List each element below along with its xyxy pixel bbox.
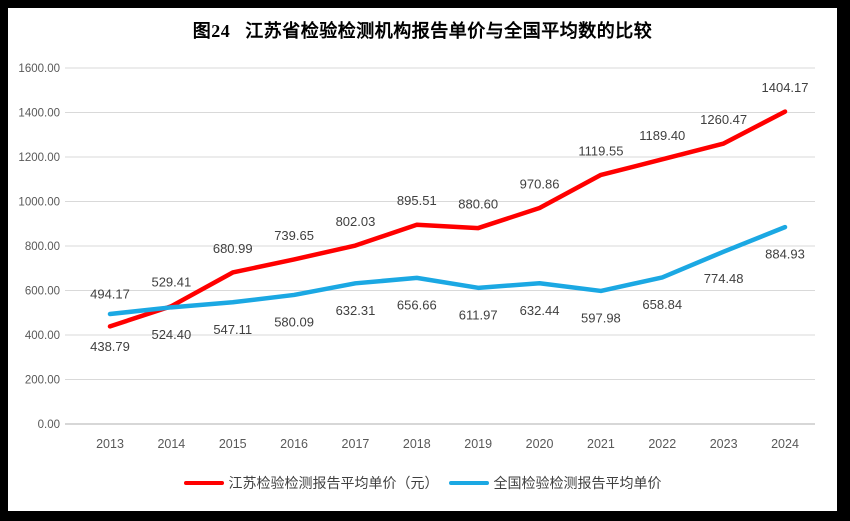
legend-label-national: 全国检验检测报告平均单价 — [493, 475, 662, 491]
chart-legend: 江苏检验检测报告平均单价（元） 全国检验检测报告平均单价 — [8, 471, 837, 495]
chart-canvas: 图24 江苏省检验检测机构报告单价与全国平均数的比较 江苏检验检测报告平均单价（… — [8, 8, 837, 511]
legend-swatch-jiangsu-icon — [183, 480, 224, 486]
legend-label-jiangsu: 江苏检验检测报告平均单价（元） — [228, 475, 439, 491]
chart-title: 图24 江苏省检验检测机构报告单价与全国平均数的比较 — [192, 21, 653, 41]
legend-swatch-national-icon — [448, 480, 489, 486]
